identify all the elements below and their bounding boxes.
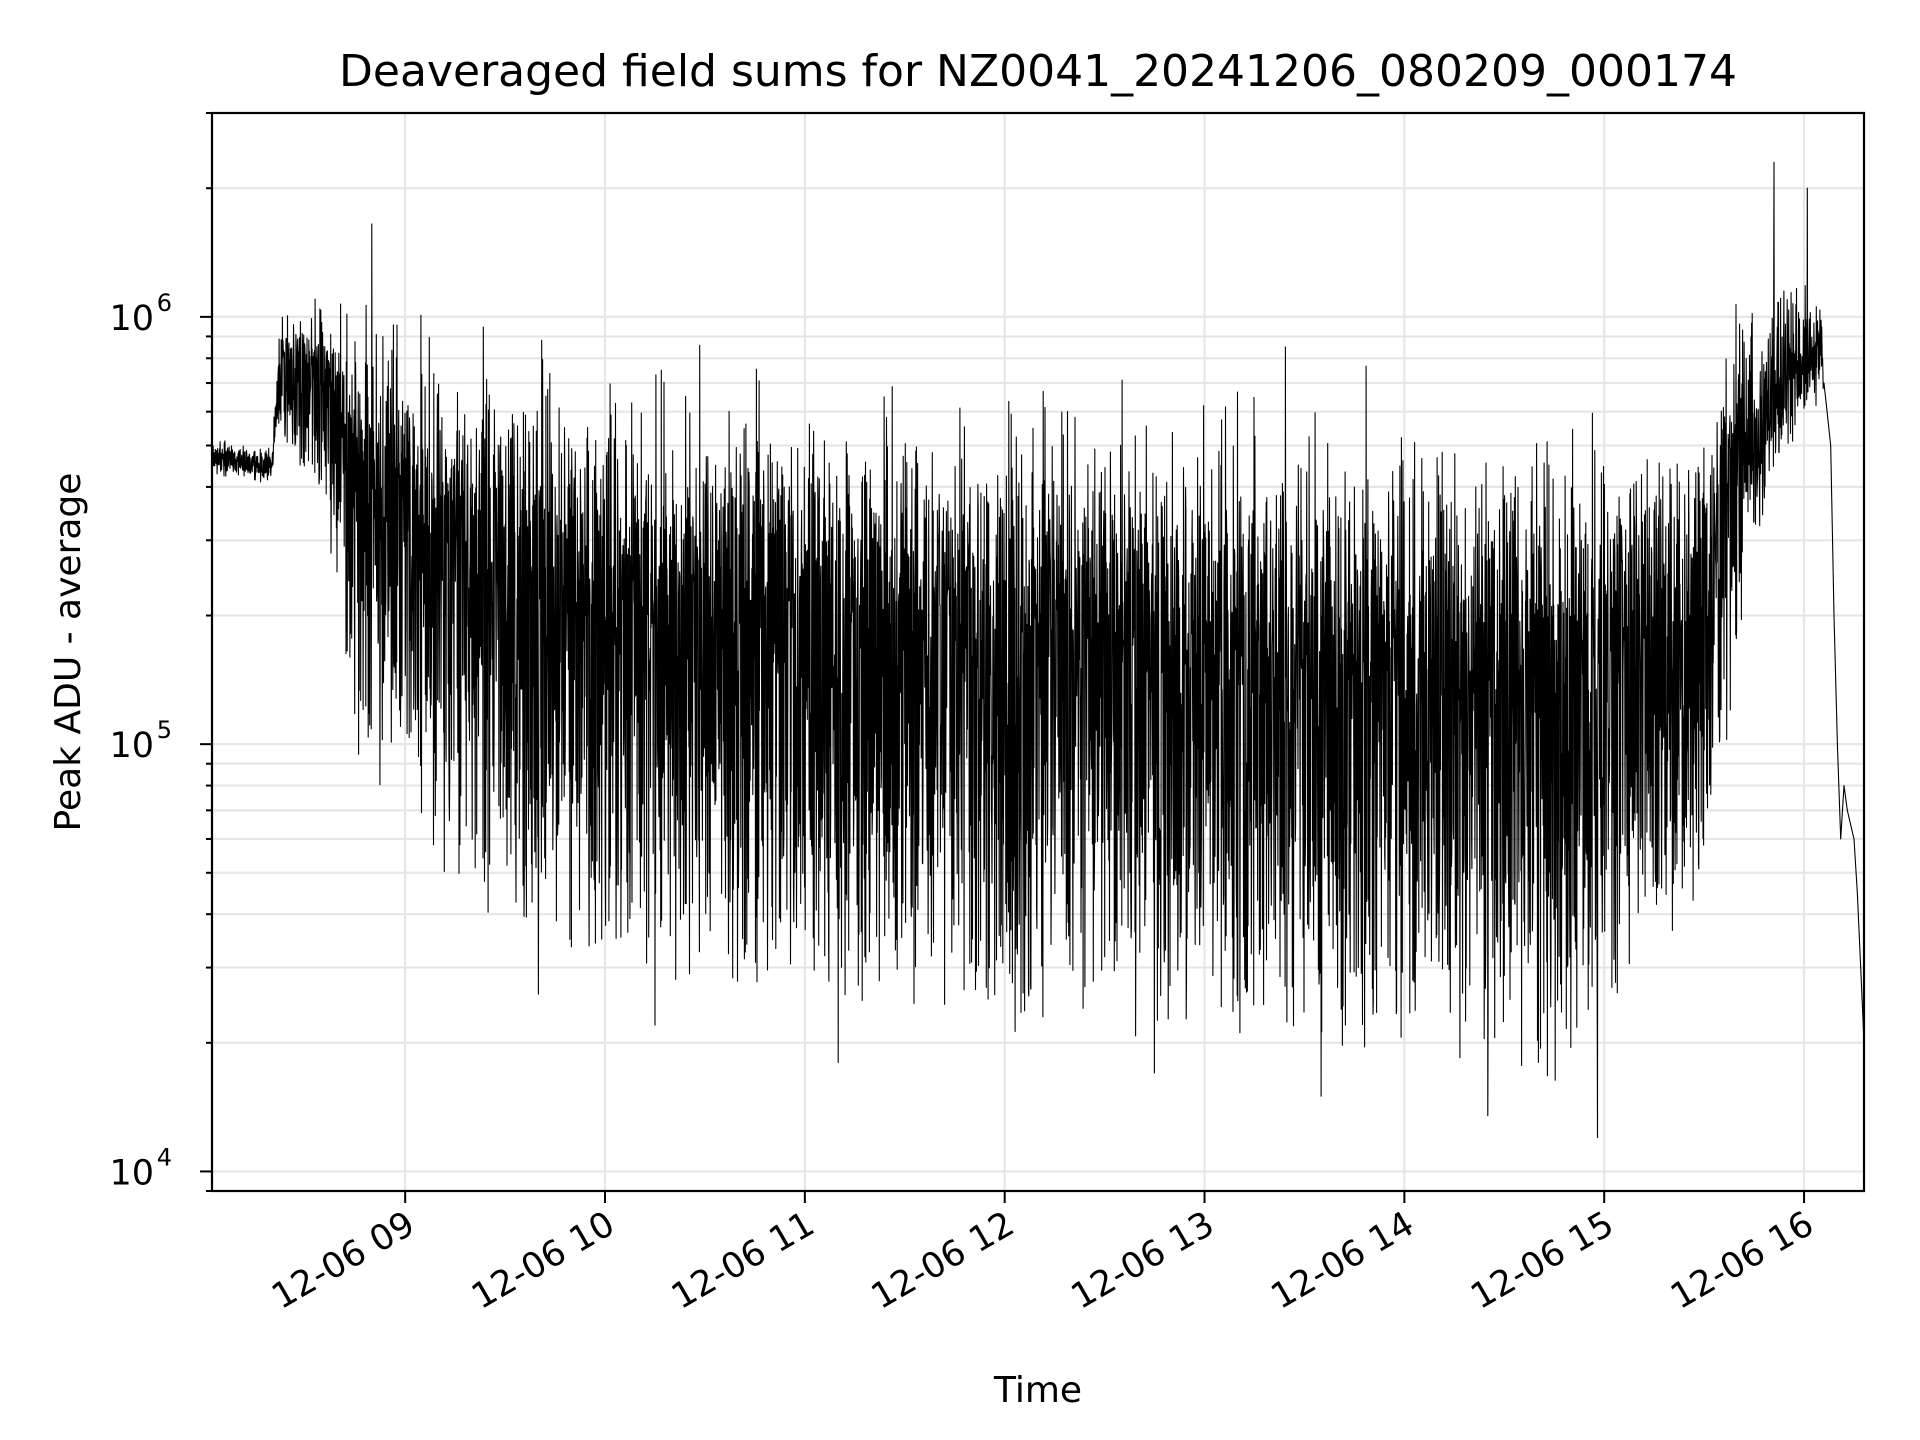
series [211,161,1865,1139]
x-tick-label: 12-06 11 [665,1204,821,1317]
x-tick-label: 12-06 09 [265,1204,421,1317]
y-tick-label: 10 4 [109,1143,172,1193]
plot-frame [210,111,1866,1193]
x-tick-label: 12-06 12 [865,1204,1021,1317]
y-tick-base: 10 [109,299,154,339]
x-axis-label: Time [993,1370,1082,1411]
y-tick-label: 10 6 [109,289,172,339]
x-tick-label: 12-06 10 [465,1204,621,1317]
chart-title: Deaveraged field sums for NZ0041_2024120… [339,46,1737,97]
y-tick-label: 10 5 [109,716,172,766]
y-tick-exponent: 5 [157,716,172,744]
x-tick-label: 12-06 13 [1065,1204,1221,1317]
x-tick-label: 12-06 16 [1664,1204,1820,1317]
x-tick-label: 12-06 14 [1265,1204,1421,1317]
y-tick-base: 10 [109,1153,154,1193]
y-tick-exponent: 6 [157,289,172,317]
y-tick-exponent: 4 [157,1143,172,1171]
y-tick-base: 10 [109,726,154,766]
series-line [211,161,1865,1139]
y-axis-label: Peak ADU - average [48,473,89,832]
x-tick-label: 12-06 15 [1464,1204,1620,1317]
